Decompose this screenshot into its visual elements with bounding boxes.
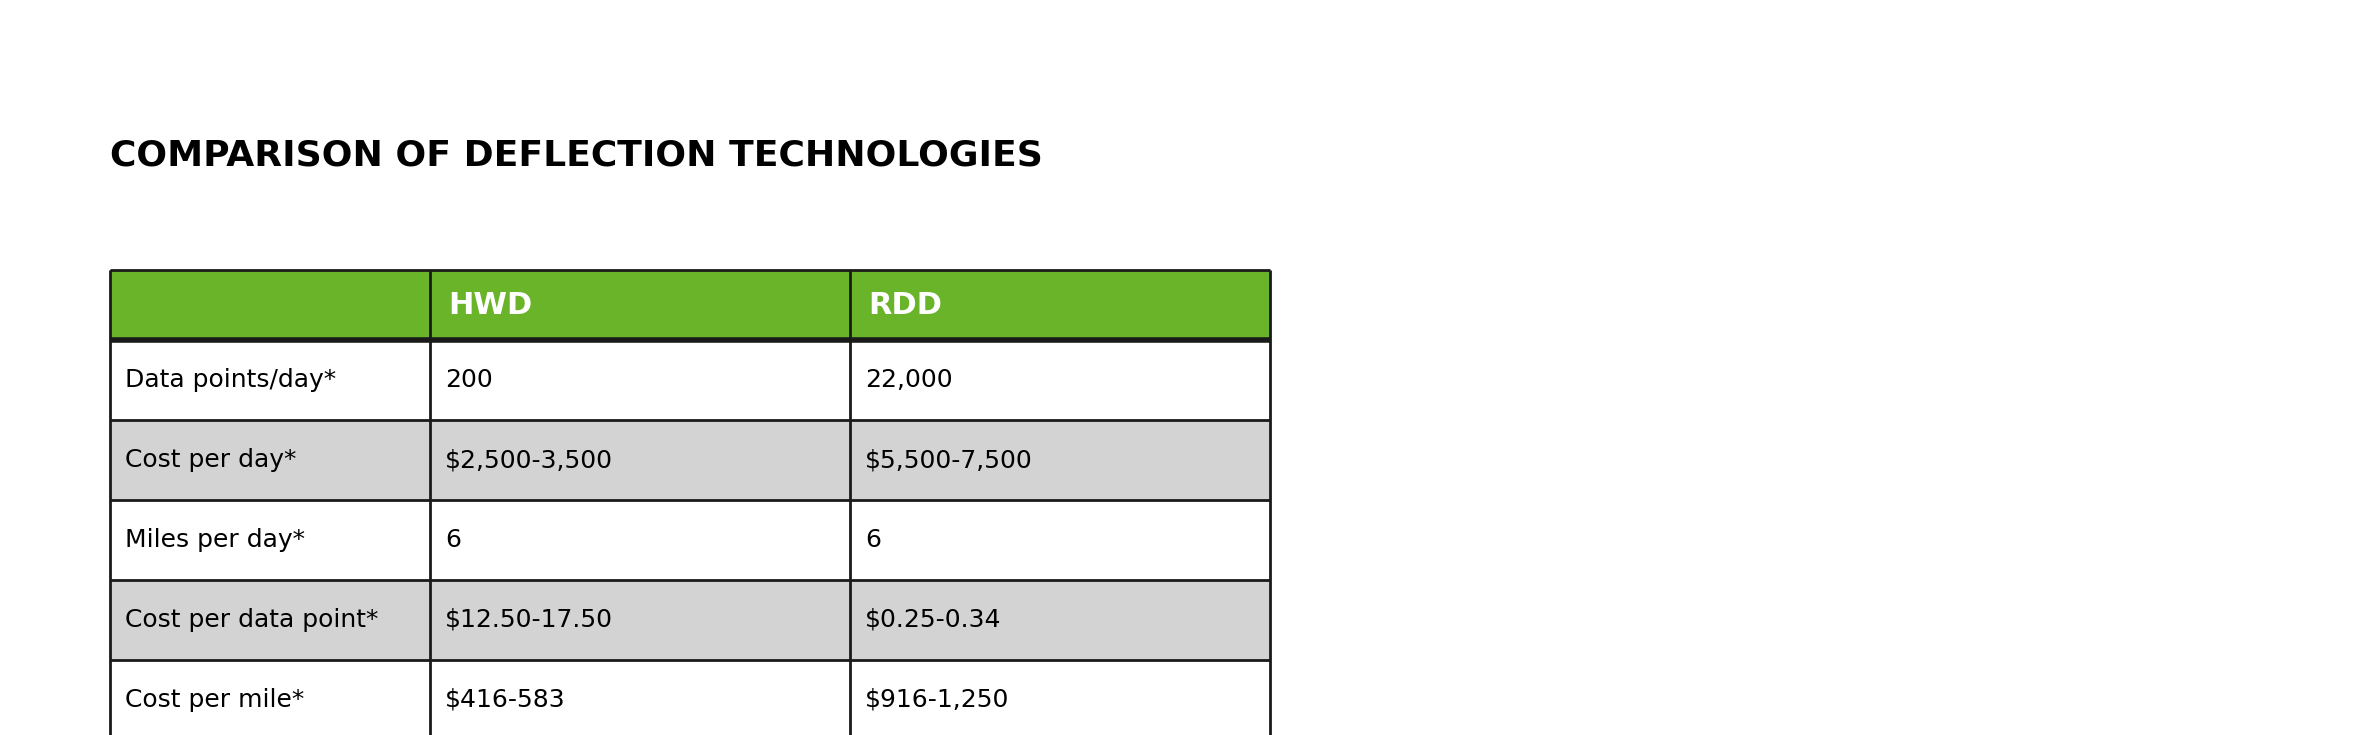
Text: Miles per day*: Miles per day* bbox=[126, 528, 306, 552]
Bar bbox=[429, 580, 849, 660]
Text: $12.50-17.50: $12.50-17.50 bbox=[446, 608, 614, 632]
Bar bbox=[109, 580, 429, 660]
Text: $5,500-7,500: $5,500-7,500 bbox=[865, 448, 1034, 472]
Bar bbox=[429, 340, 849, 420]
Bar bbox=[429, 660, 849, 735]
Bar bbox=[849, 660, 1271, 735]
Text: $916-1,250: $916-1,250 bbox=[865, 688, 1010, 712]
Bar bbox=[849, 270, 1271, 340]
Bar bbox=[849, 420, 1271, 500]
Bar bbox=[109, 270, 429, 340]
Text: $416-583: $416-583 bbox=[446, 688, 567, 712]
Bar bbox=[429, 500, 849, 580]
Bar bbox=[429, 420, 849, 500]
Text: $0.25-0.34: $0.25-0.34 bbox=[865, 608, 1001, 632]
Text: 22,000: 22,000 bbox=[865, 368, 953, 392]
Text: 200: 200 bbox=[446, 368, 493, 392]
Text: Cost per day*: Cost per day* bbox=[126, 448, 296, 472]
Bar bbox=[849, 340, 1271, 420]
Text: HWD: HWD bbox=[448, 290, 531, 320]
Bar bbox=[429, 270, 849, 340]
Bar bbox=[109, 660, 429, 735]
Text: Data points/day*: Data points/day* bbox=[126, 368, 337, 392]
Bar bbox=[109, 420, 429, 500]
Text: Cost per data point*: Cost per data point* bbox=[126, 608, 379, 632]
Bar bbox=[109, 500, 429, 580]
Text: $2,500-3,500: $2,500-3,500 bbox=[446, 448, 614, 472]
Text: COMPARISON OF DEFLECTION TECHNOLOGIES: COMPARISON OF DEFLECTION TECHNOLOGIES bbox=[109, 138, 1043, 172]
Text: Cost per mile*: Cost per mile* bbox=[126, 688, 303, 712]
Bar bbox=[849, 500, 1271, 580]
Text: 6: 6 bbox=[446, 528, 460, 552]
Text: RDD: RDD bbox=[868, 290, 941, 320]
Bar bbox=[849, 580, 1271, 660]
Text: 6: 6 bbox=[865, 528, 882, 552]
Bar bbox=[109, 340, 429, 420]
